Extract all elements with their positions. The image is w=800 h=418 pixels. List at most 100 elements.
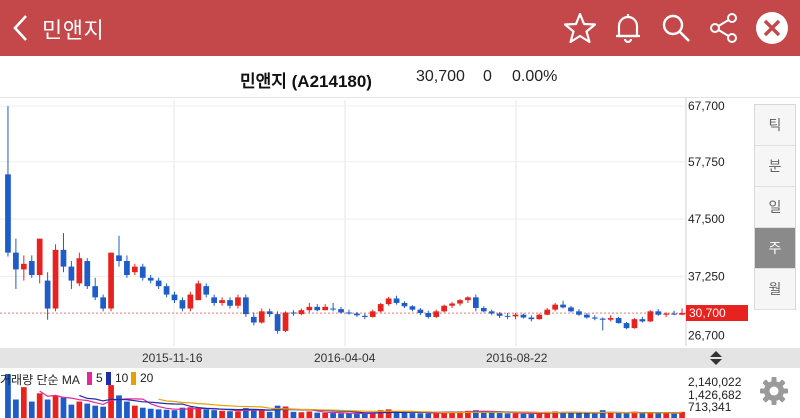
candle <box>401 302 408 307</box>
candle <box>393 298 400 303</box>
stock-info-bar: 민앤지 (A214180) 30,700 0 0.00% <box>0 57 800 98</box>
volume-bar <box>607 412 614 418</box>
bell-icon[interactable] <box>610 10 646 46</box>
volume-bar <box>663 413 670 418</box>
candle <box>211 297 218 303</box>
candle <box>576 311 582 315</box>
volume-bar <box>235 411 241 418</box>
volume-axis-label: 2,140,022 <box>688 375 742 389</box>
volume-bar <box>552 411 559 418</box>
volume-bar <box>472 410 479 418</box>
period-tab[interactable]: 틱 <box>755 105 795 146</box>
ma20-swatch <box>131 372 136 385</box>
volume-bar <box>76 401 83 418</box>
candle <box>124 261 130 275</box>
period-tab[interactable]: 일 <box>755 187 795 228</box>
page-title: 민앤지 <box>42 18 105 43</box>
volume-bar <box>147 408 154 418</box>
candle <box>544 309 551 315</box>
volume-bar <box>266 411 273 418</box>
volume-bar <box>219 410 225 418</box>
volume-bar <box>322 412 329 418</box>
candle <box>504 315 511 317</box>
candle <box>131 266 138 273</box>
period-tab[interactable]: 월 <box>755 269 795 310</box>
candle <box>235 297 241 306</box>
volume-bar <box>131 405 138 418</box>
star-icon[interactable] <box>562 10 598 46</box>
candle <box>227 300 233 306</box>
candle <box>385 298 392 305</box>
candle <box>560 304 566 308</box>
volume-bar <box>52 395 59 418</box>
candle <box>639 319 646 322</box>
volume-bar <box>195 408 202 418</box>
chevron-left-icon[interactable] <box>8 10 36 46</box>
candle <box>377 304 384 312</box>
volume-bar <box>5 374 11 418</box>
volume-bar <box>441 412 447 418</box>
candle <box>76 258 83 284</box>
candle <box>100 297 106 309</box>
candle <box>425 313 432 317</box>
volume-bar <box>100 406 106 418</box>
current-price-tag-label: 30,700 <box>689 306 726 320</box>
ma5-label: 5 <box>96 371 103 385</box>
resize-arrows-icon[interactable] <box>707 350 725 366</box>
volume-bar <box>306 411 313 418</box>
volume-axis-label: 1,426,682 <box>688 388 742 402</box>
price-axis-label: 67,700 <box>688 99 725 113</box>
volume-bar <box>369 412 376 418</box>
candle <box>330 308 336 310</box>
candle <box>195 283 202 301</box>
volume-bar <box>314 412 321 418</box>
volume-bar <box>250 409 257 418</box>
candle <box>250 316 257 323</box>
volume-bar <box>139 407 146 418</box>
close-circle-icon[interactable] <box>754 10 790 46</box>
volume-bar <box>13 399 19 418</box>
volume-bar <box>171 410 178 418</box>
volume-bar <box>433 412 440 418</box>
volume-bar <box>560 412 566 418</box>
candle <box>679 313 685 315</box>
search-icon[interactable] <box>658 10 694 46</box>
candle <box>60 249 67 267</box>
period-tab[interactable]: 분 <box>755 146 795 187</box>
volume-bar <box>163 409 170 418</box>
candle <box>84 261 91 287</box>
volume-bar <box>227 411 233 418</box>
price-axis-label: 37,250 <box>688 269 725 283</box>
candle <box>346 312 352 314</box>
share-icon[interactable] <box>706 10 742 46</box>
candle <box>536 314 543 320</box>
candle <box>139 266 146 278</box>
candle <box>369 311 376 317</box>
current-price: 30,700 <box>416 68 465 85</box>
price-change-pct: 0.00% <box>512 68 558 85</box>
volume-bar <box>155 409 162 418</box>
candle <box>520 314 527 318</box>
candle <box>568 307 574 312</box>
volume-bar <box>639 412 646 418</box>
volume-ma20-line <box>158 398 683 414</box>
period-tab[interactable]: 주 <box>755 228 795 269</box>
candle <box>433 311 440 317</box>
date-label: 2016-04-04 <box>314 351 376 365</box>
candle <box>623 323 630 329</box>
volume-bar <box>623 413 630 418</box>
candle <box>171 294 178 301</box>
candle <box>108 252 114 309</box>
candle <box>274 314 281 331</box>
candle <box>591 317 598 319</box>
price-axis-label: 26,700 <box>688 328 725 342</box>
volume-bar <box>488 412 495 418</box>
volume-bar <box>60 397 67 418</box>
candle <box>512 314 519 317</box>
gear-icon[interactable] <box>758 375 790 407</box>
date-label: 2016-08-22 <box>486 351 548 365</box>
volume-bar <box>457 411 463 418</box>
volume-bar <box>282 406 289 418</box>
